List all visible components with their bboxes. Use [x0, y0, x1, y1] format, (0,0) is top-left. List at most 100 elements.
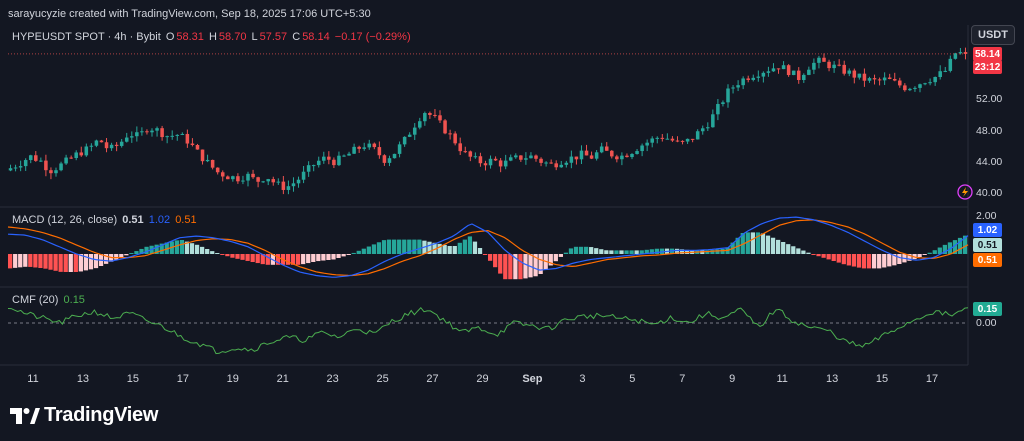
candle-body: [59, 163, 63, 171]
candle-body: [372, 143, 377, 148]
candle-body: [584, 150, 589, 156]
macd-histogram-bar: [144, 246, 149, 254]
candle-body: [271, 179, 276, 183]
candle-body: [74, 152, 78, 159]
symbol-name[interactable]: HYPEUSDT SPOT · 4h · Bybit: [12, 31, 161, 43]
candle-body: [195, 144, 200, 150]
macd-histogram-bar: [851, 254, 857, 267]
candle-body: [64, 157, 68, 164]
macd-histogram-bar: [265, 254, 270, 265]
candle-body: [276, 181, 281, 183]
candle-body: [160, 128, 164, 138]
candle-body: [69, 157, 73, 159]
macd-signal-value: 0.51: [175, 214, 197, 226]
candle-body: [887, 77, 892, 79]
macd-signal-line: [7, 219, 969, 277]
candle-body: [620, 155, 624, 160]
candle-body: [781, 65, 786, 70]
candle-body: [862, 73, 867, 81]
macd-histogram-bar: [488, 254, 493, 261]
candle-body: [660, 137, 665, 139]
price-axis-label: 52.00: [976, 93, 1003, 105]
candle-body: [8, 168, 13, 171]
candle-body: [418, 121, 422, 128]
macd-histogram-bar: [402, 239, 407, 254]
currency-button[interactable]: USDT: [971, 25, 1015, 45]
macd-histogram-bar: [604, 250, 609, 254]
macd-histogram-bar: [235, 254, 240, 259]
macd-histogram-bar: [952, 240, 958, 254]
candle-body: [514, 155, 518, 158]
candle-body: [827, 61, 831, 69]
macd-histogram-bar: [462, 239, 467, 254]
macd-hist-tag: 0.51: [973, 238, 1002, 252]
time-axis-label: 17: [925, 373, 939, 385]
cmf-title[interactable]: CMF (20): [12, 294, 59, 306]
candle-body: [231, 176, 235, 180]
candle-body: [448, 133, 452, 135]
macd-histogram-bar: [482, 254, 488, 255]
candle-body: [392, 153, 397, 159]
time-axis-label: 5: [629, 373, 636, 385]
macd-histogram-bar: [776, 239, 781, 254]
candle-body: [842, 64, 846, 74]
candle-body: [736, 85, 740, 88]
macd-histogram-bar: [786, 244, 791, 254]
candle-body: [503, 160, 508, 167]
macd-histogram-bar: [417, 239, 422, 254]
time-axis-label: 11: [776, 373, 788, 385]
macd-title[interactable]: MACD (12, 26, close): [12, 214, 118, 226]
time-axis-label: 23: [326, 373, 339, 385]
candle-body: [529, 155, 533, 159]
macd-histogram-bar: [594, 248, 599, 254]
candle-body: [807, 69, 811, 75]
candle-body: [488, 158, 493, 166]
time-axis-label: 3: [579, 373, 586, 385]
macd-histogram-bar: [48, 254, 53, 270]
candle-body: [741, 78, 745, 86]
macd-histogram-bar: [745, 232, 750, 254]
macd-histogram-bar: [765, 235, 771, 254]
candle-body: [711, 114, 715, 128]
macd-histogram-bar: [760, 233, 766, 254]
macd-histogram-bar: [114, 254, 119, 260]
macd-histogram-bar: [205, 249, 210, 254]
macd-histogram-bar: [578, 246, 584, 254]
macd-histogram-bar: [841, 254, 846, 265]
candle-body: [756, 76, 761, 78]
macd-histogram-bar: [710, 250, 715, 254]
macd-histogram-bar: [296, 254, 301, 265]
candle-body: [124, 137, 129, 142]
candle-body: [18, 166, 23, 168]
macd-histogram-bar: [907, 254, 912, 261]
candle-body: [716, 104, 720, 115]
candle-body: [347, 153, 351, 156]
macd-histogram-bar: [381, 240, 387, 254]
candle-body: [796, 70, 801, 81]
candle-body: [130, 136, 134, 138]
candle-body: [791, 70, 796, 76]
macd-histogram-bar: [750, 232, 755, 254]
candle-body: [438, 115, 442, 121]
macd-histogram-bar: [104, 254, 109, 264]
macd-histogram-bar: [877, 254, 882, 269]
macd-histogram-bar: [659, 248, 665, 254]
candle-body: [402, 136, 407, 145]
candle-body: [680, 140, 685, 142]
macd-histogram-bar: [584, 246, 589, 254]
macd-histogram-bar: [8, 254, 13, 269]
macd-histogram-bar: [801, 250, 806, 254]
candle-body: [332, 159, 336, 166]
event-marker-icon: [962, 187, 968, 197]
macd-histogram-bar: [124, 254, 129, 256]
candle-body: [872, 78, 877, 80]
candle-body: [377, 147, 382, 156]
macd-histogram-bar: [649, 249, 654, 254]
candle-body: [817, 57, 821, 63]
candle-body: [316, 160, 321, 166]
macd-histogram-bar: [321, 254, 326, 261]
macd-histogram-bar: [523, 254, 528, 279]
macd-histogram-bar: [685, 249, 690, 254]
macd-histogram-bar: [184, 241, 190, 254]
